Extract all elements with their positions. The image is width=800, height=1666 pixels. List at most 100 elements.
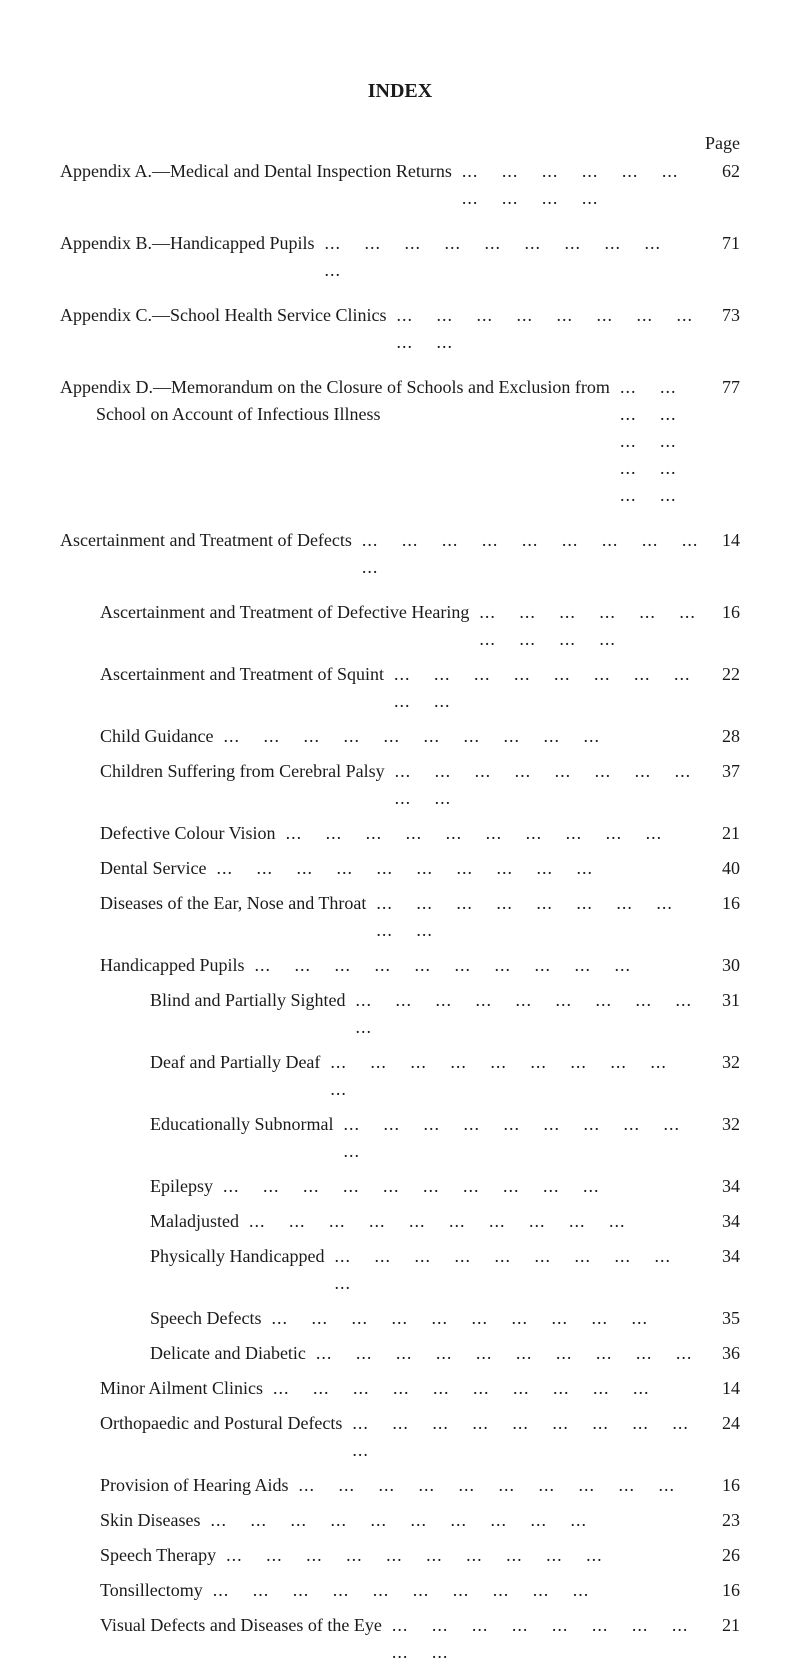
entry-label: Handicapped Pupils: [100, 952, 244, 979]
leader-dots: [452, 158, 710, 212]
leader-dots: [216, 1542, 710, 1569]
entry-page-number: 16: [710, 890, 740, 917]
index-entry: Ascertainment and Treatment of Defects 14: [60, 527, 740, 581]
index-entry: Orthopaedic and Postural Defects24: [60, 1410, 740, 1464]
entry-page-number: 32: [710, 1049, 740, 1076]
index-entry: Ascertainment and Treatment of Defective…: [60, 599, 740, 653]
entry-page-number: 77: [710, 374, 740, 401]
leader-dots: [346, 987, 711, 1041]
entry-page-number: 22: [710, 661, 740, 688]
leader-dots: [276, 820, 710, 847]
entry-page-number: 37: [710, 758, 740, 785]
index-entry: Diseases of the Ear, Nose and Throat 16: [60, 890, 740, 944]
leader-dots: [386, 302, 710, 356]
entry-label: Diseases of the Ear, Nose and Throat: [100, 890, 366, 917]
leader-dots: [320, 1049, 710, 1103]
entry-label: Skin Diseases: [100, 1507, 201, 1534]
leader-dots: [261, 1305, 710, 1332]
index-entry: Appendix D.—Memorandum on the Closure of…: [60, 374, 740, 509]
entry-label: Ascertainment and Treatment of Defects: [60, 527, 352, 554]
leader-dots: [213, 1173, 710, 1200]
index-entry: Delicate and Diabetic 36: [60, 1340, 740, 1367]
entry-page-number: 23: [710, 1507, 740, 1534]
index-entry: Visual Defects and Diseases of the Eye 21: [60, 1612, 740, 1666]
leader-dots: [206, 855, 710, 882]
leader-dots: [314, 230, 710, 284]
index-entries-container: Appendix A.—Medical and Dental Inspectio…: [60, 158, 740, 1666]
entry-page-number: 16: [710, 1577, 740, 1604]
index-entry: Deaf and Partially Deaf 32: [60, 1049, 740, 1103]
entry-page-number: 32: [710, 1111, 740, 1138]
leader-dots: [244, 952, 710, 979]
entry-label: Appendix A.—Medical and Dental Inspectio…: [60, 158, 452, 185]
entry-page-number: 14: [710, 527, 740, 554]
index-entry: Physically Handicapped 34: [60, 1243, 740, 1297]
leader-dots: [306, 1340, 710, 1367]
leader-dots: [324, 1243, 710, 1297]
entry-label: Tonsillectomy: [100, 1577, 203, 1604]
index-entry: Skin Diseases 23: [60, 1507, 740, 1534]
entry-page-number: 26: [710, 1542, 740, 1569]
entry-label: Dental Service: [100, 855, 206, 882]
entry-label: Defective Colour Vision: [100, 820, 276, 847]
entry-page-number: 34: [710, 1243, 740, 1270]
index-entry: Appendix C.—School Health Service Clinic…: [60, 302, 740, 356]
spacer: [60, 220, 740, 230]
entry-page-number: 21: [710, 1612, 740, 1639]
entry-page-number: 71: [710, 230, 740, 257]
entry-label: Maladjusted: [150, 1208, 239, 1235]
entry-page-number: 31: [710, 987, 740, 1014]
index-entry: Blind and Partially Sighted31: [60, 987, 740, 1041]
entry-page-number: 28: [710, 723, 740, 750]
entry-page-number: 36: [710, 1340, 740, 1367]
leader-dots: [213, 723, 710, 750]
spacer: [60, 589, 740, 599]
entry-page-number: 62: [710, 158, 740, 185]
spacer: [60, 517, 740, 527]
entry-label: Speech Therapy: [100, 1542, 216, 1569]
entry-label: Provision of Hearing Aids: [100, 1472, 289, 1499]
entry-label: Minor Ailment Clinics: [100, 1375, 263, 1402]
leader-dots: [384, 661, 710, 715]
index-entry: Speech Therapy 26: [60, 1542, 740, 1569]
entry-label: Ascertainment and Treatment of Squint: [100, 661, 384, 688]
spacer: [60, 292, 740, 302]
entry-label: Ascertainment and Treatment of Defective…: [100, 599, 469, 626]
entry-label: Children Suffering from Cerebral Palsy: [100, 758, 385, 785]
entry-page-number: 16: [710, 599, 740, 626]
entry-label: Appendix B.—Handicapped Pupils: [60, 230, 314, 257]
leader-dots: [263, 1375, 710, 1402]
leader-dots: [366, 890, 710, 944]
index-entry: Maladjusted 34: [60, 1208, 740, 1235]
entry-page-number: 24: [710, 1410, 740, 1437]
index-title: INDEX: [60, 80, 740, 103]
entry-page-number: 34: [710, 1208, 740, 1235]
leader-dots: [333, 1111, 710, 1165]
index-entry: Tonsillectomy 16: [60, 1577, 740, 1604]
index-entry: Handicapped Pupils30: [60, 952, 740, 979]
entry-label: Physically Handicapped: [150, 1243, 324, 1270]
page-column-header: Page: [60, 133, 740, 154]
entry-label: Educationally Subnormal: [150, 1111, 333, 1138]
leader-dots: [203, 1577, 710, 1604]
leader-dots: [289, 1472, 711, 1499]
leader-dots: [239, 1208, 710, 1235]
entry-label: Appendix D.—Memorandum on the Closure of…: [60, 374, 610, 428]
index-entry: Ascertainment and Treatment of Squint 22: [60, 661, 740, 715]
entry-label: Child Guidance: [100, 723, 213, 750]
entry-label: Delicate and Diabetic: [150, 1340, 306, 1367]
entry-label: Deaf and Partially Deaf: [150, 1049, 320, 1076]
index-entry: Provision of Hearing Aids 16: [60, 1472, 740, 1499]
entry-label: Appendix C.—School Health Service Clinic…: [60, 302, 386, 329]
entry-page-number: 16: [710, 1472, 740, 1499]
leader-dots: [201, 1507, 711, 1534]
index-entry: Minor Ailment Clinics14: [60, 1375, 740, 1402]
entry-label: Visual Defects and Diseases of the Eye: [100, 1612, 382, 1639]
entry-page-number: 34: [710, 1173, 740, 1200]
entry-page-number: 21: [710, 820, 740, 847]
index-entry: Children Suffering from Cerebral Palsy 37: [60, 758, 740, 812]
index-entry: Defective Colour Vision 21: [60, 820, 740, 847]
index-entry: Dental Service40: [60, 855, 740, 882]
leader-dots: [610, 374, 710, 509]
leader-dots: [385, 758, 710, 812]
